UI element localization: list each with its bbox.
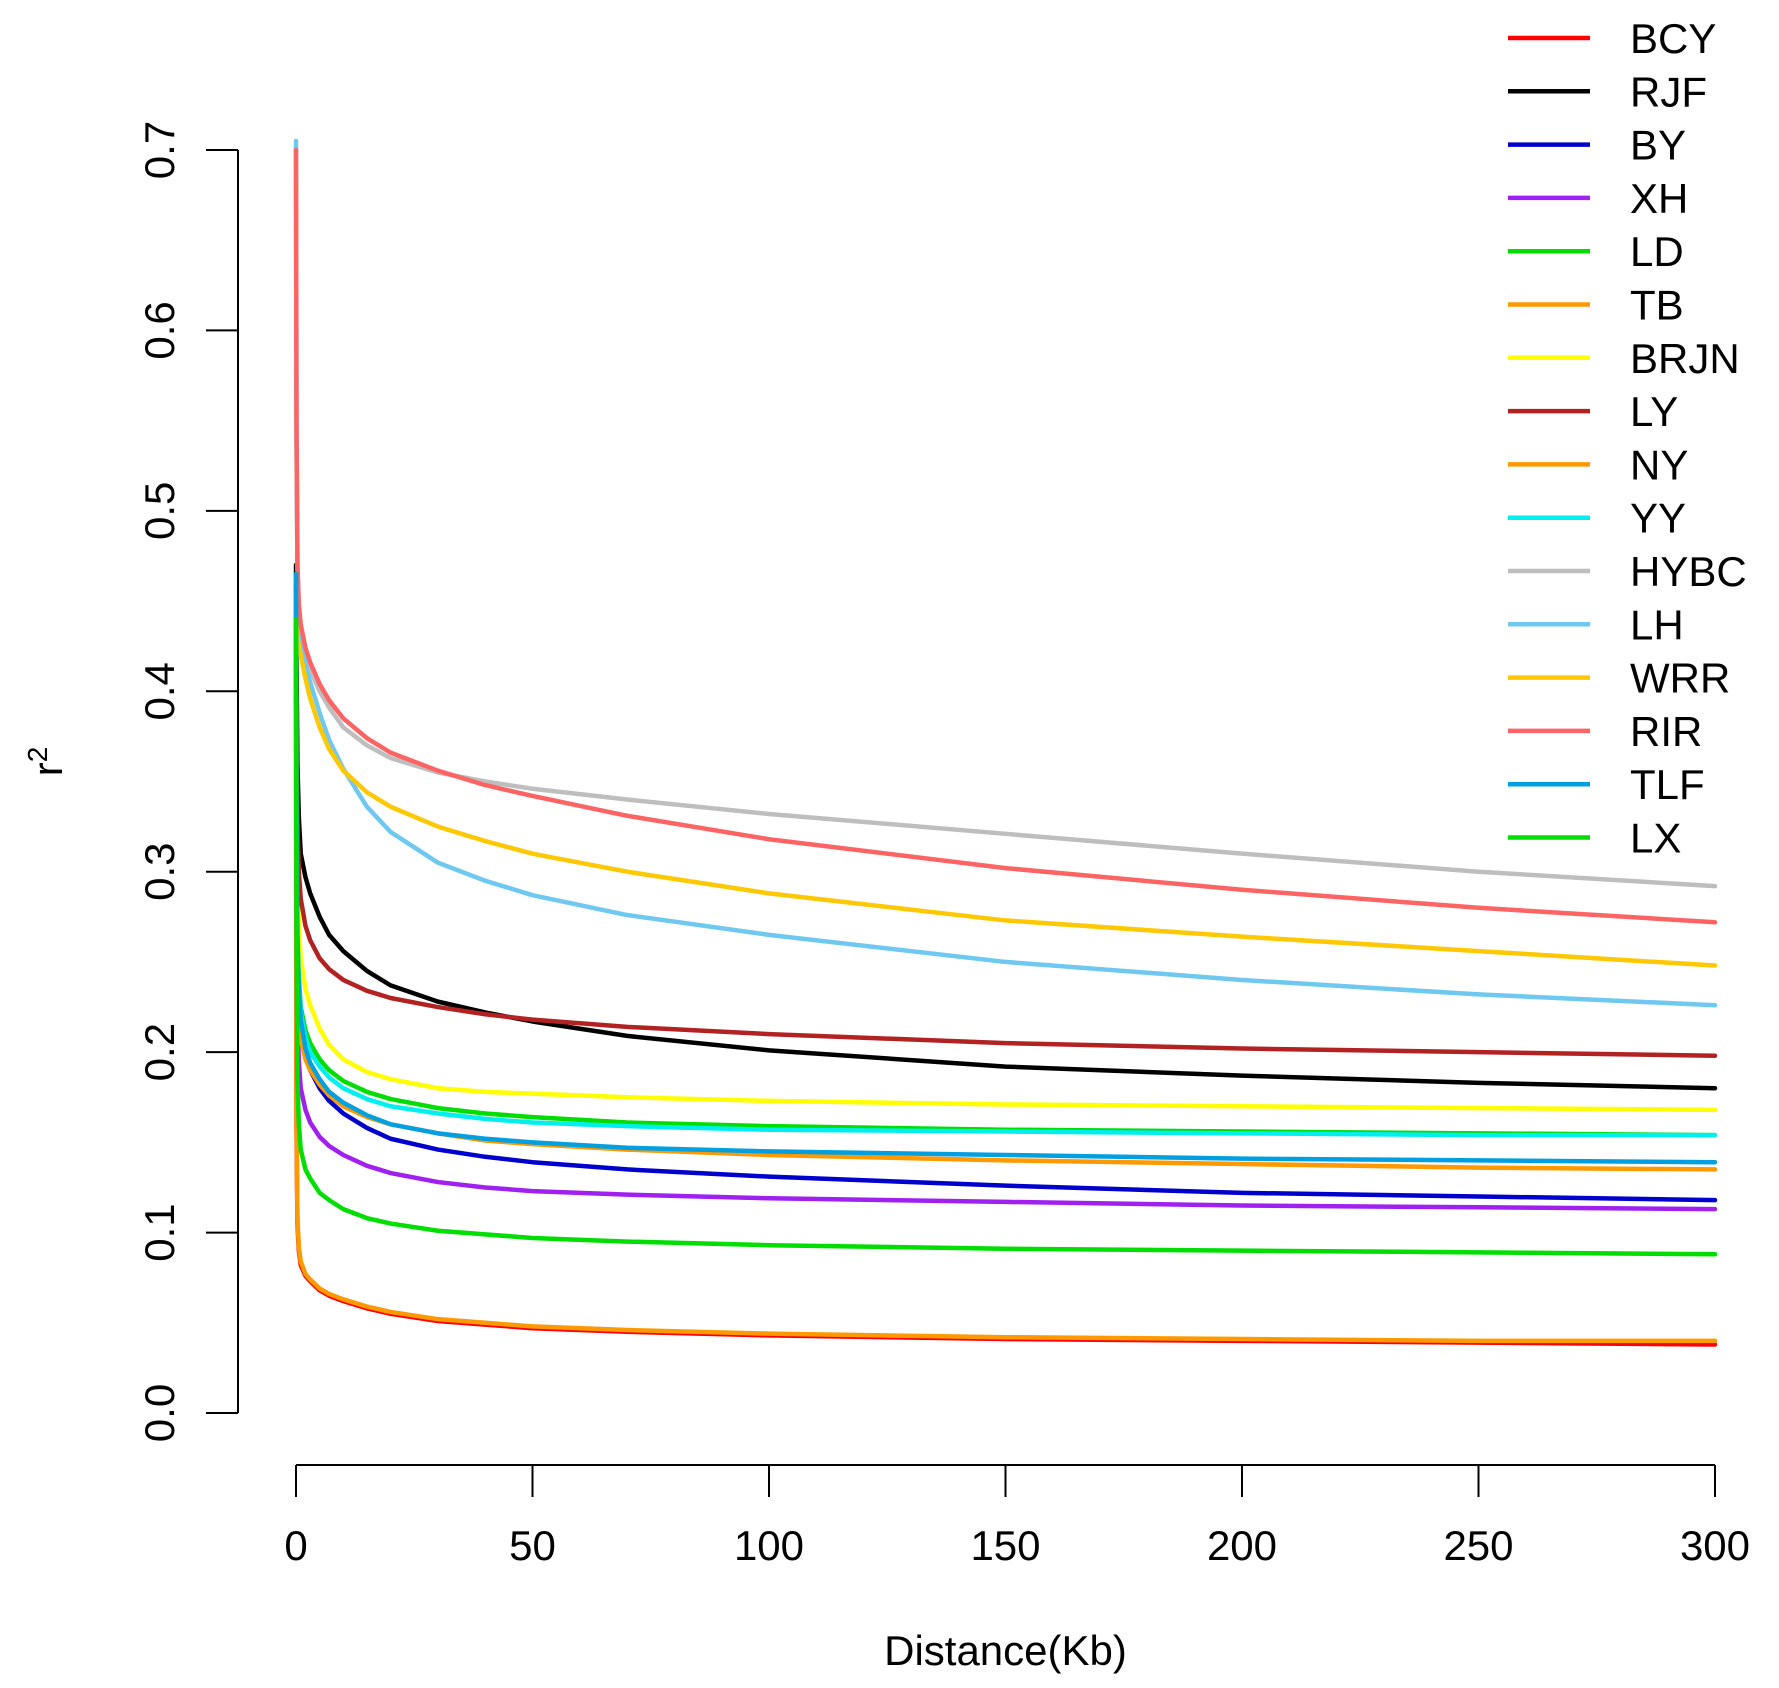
series-line-ny xyxy=(293,616,1718,1344)
x-tick-label: 250 xyxy=(1443,1522,1513,1569)
legend-label-yy: YY xyxy=(1630,495,1686,542)
y-tick-label: 0.3 xyxy=(136,843,183,901)
legend-label-by: BY xyxy=(1630,122,1686,169)
y-tick-label: 0.5 xyxy=(136,482,183,540)
legend-label-brjn: BRJN xyxy=(1630,335,1740,382)
y-axis: 0.0 0.1 0.2 0.3 0.4 0.5 0.6 0.7 xyxy=(136,121,239,1442)
series-line-lx xyxy=(293,616,1718,1257)
y-axis-title: r2 xyxy=(22,747,72,777)
y-axis-title-superscript: 2 xyxy=(22,747,53,763)
legend-label-ly: LY xyxy=(1630,388,1678,435)
y-tick-label: 0.2 xyxy=(136,1023,183,1081)
legend-label-wrr: WRR xyxy=(1630,655,1730,702)
legend-label-xh: XH xyxy=(1630,175,1688,222)
x-tick-label: 150 xyxy=(970,1522,1040,1569)
series-line-rir xyxy=(293,147,1718,925)
legend-label-ld: LD xyxy=(1630,228,1684,275)
series-line-ly xyxy=(293,580,1718,1058)
x-tick-label: 200 xyxy=(1207,1522,1277,1569)
x-tick-label: 100 xyxy=(734,1522,804,1569)
legend-label-tlf: TLF xyxy=(1630,761,1705,808)
y-tick-label: 0.1 xyxy=(136,1203,183,1261)
series-line-wrr xyxy=(293,598,1718,968)
y-axis-title-base: r xyxy=(24,762,71,776)
series-lines xyxy=(293,138,1718,1347)
x-tick-label: 0 xyxy=(284,1522,307,1569)
legend-label-lh: LH xyxy=(1630,601,1684,648)
legend-label-ny: NY xyxy=(1630,441,1688,488)
y-tick-label: 0.6 xyxy=(136,301,183,359)
x-axis: 0 50 100 150 200 250 300 xyxy=(284,1464,1750,1569)
x-tick-label: 50 xyxy=(509,1522,556,1569)
legend: BCY RJF BY XH LD TB BRJN LY NY YY HYBC LH WRR RIR TLF L… xyxy=(1508,15,1747,862)
series-line-tlf xyxy=(293,571,1718,1165)
legend-label-hybc: HYBC xyxy=(1630,548,1747,595)
y-tick-label: 0.0 xyxy=(136,1384,183,1442)
legend-label-bcy: BCY xyxy=(1630,15,1716,62)
legend-label-tb: TB xyxy=(1630,282,1684,329)
legend-label-rjf: RJF xyxy=(1630,68,1707,115)
x-axis-title: Distance(Kb) xyxy=(884,1627,1127,1674)
x-tick-label: 300 xyxy=(1680,1522,1750,1569)
y-tick-label: 0.4 xyxy=(136,662,183,720)
legend-label-rir: RIR xyxy=(1630,708,1702,755)
y-tick-label: 0.7 xyxy=(136,121,183,179)
legend-label-lx: LX xyxy=(1630,815,1681,862)
